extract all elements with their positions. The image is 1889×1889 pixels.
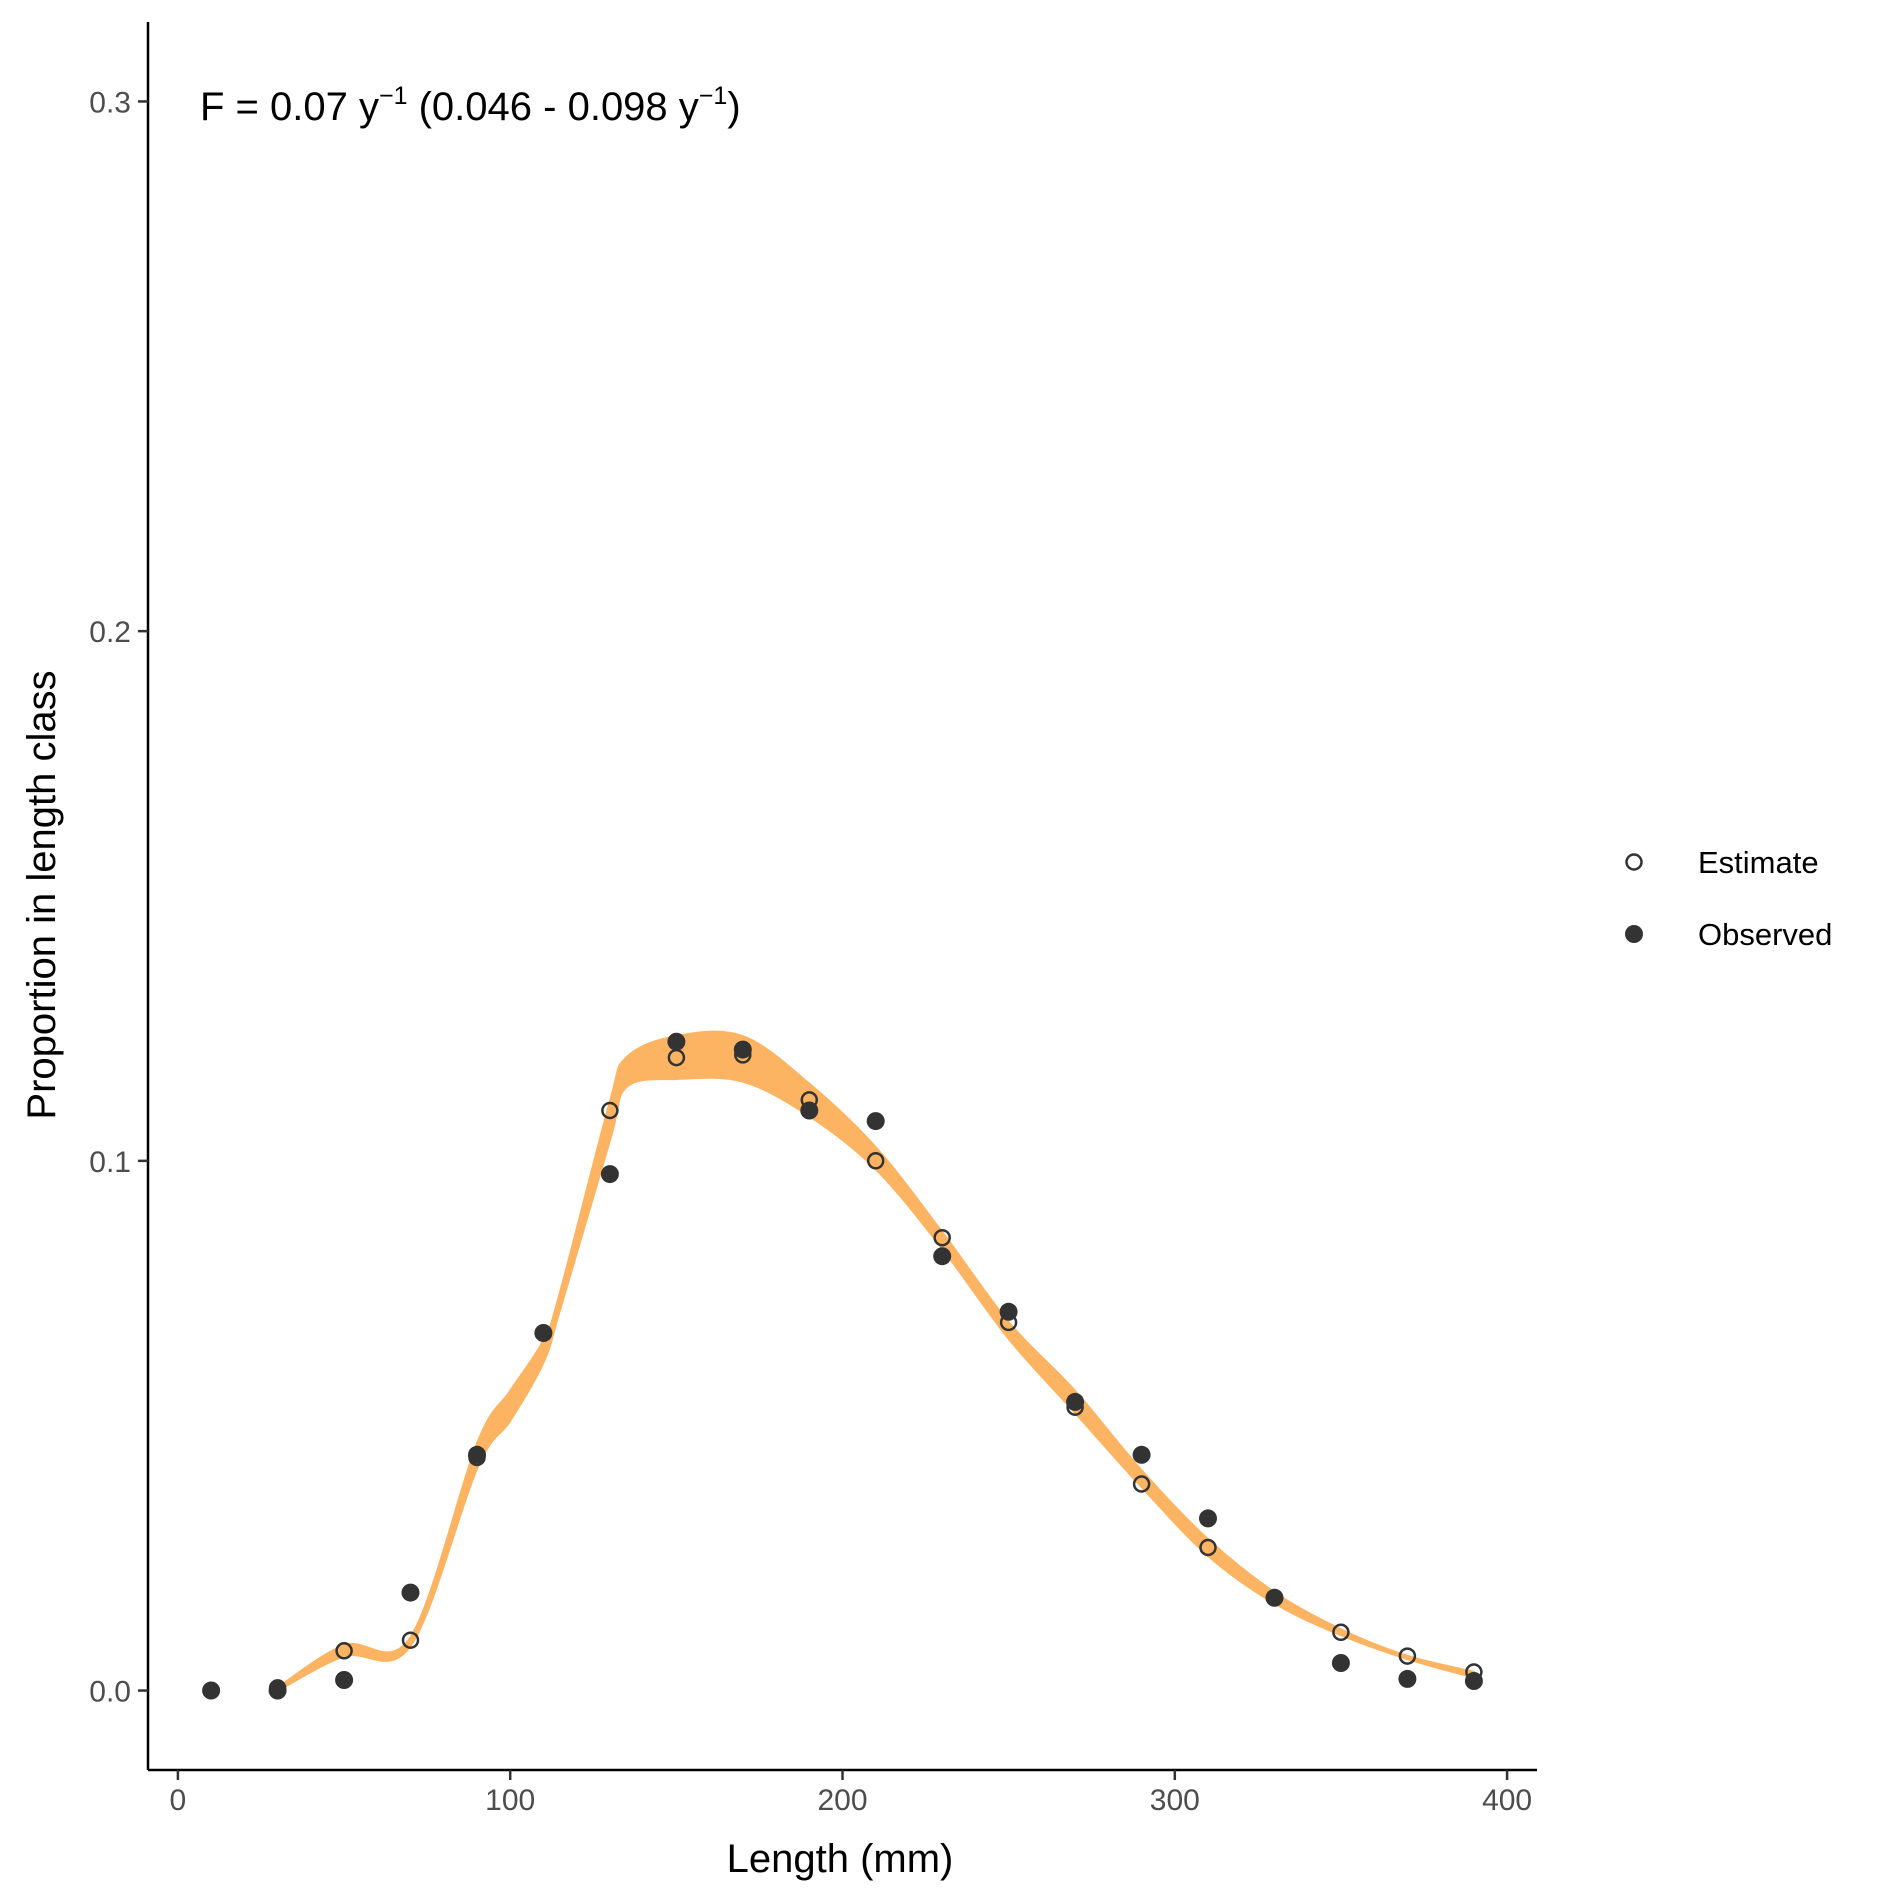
annotation-part: (0.046 - 0.098 y [408,85,699,129]
estimate-point [1066,1398,1084,1416]
observed-point [1066,1392,1085,1411]
estimate-point [1199,1538,1217,1557]
x-tick-label: 0 [170,1784,187,1817]
x-tick-label: 400 [1482,1784,1532,1817]
legend-label-estimate: Estimate [1698,845,1819,880]
estimate-point [667,1048,686,1067]
observed-point [401,1583,420,1602]
legend-label-observed: Observed [1698,917,1832,952]
annotation: F = 0.07 y−1 (0.046 - 0.098 y−1) [200,82,741,129]
y-tick-label: 0.0 [89,1676,131,1709]
annotation-superscript: −1 [699,82,728,110]
x-tick-label: 100 [485,1784,535,1817]
estimate-point [1465,1663,1483,1681]
estimate-point [933,1228,951,1247]
estimate-point [1132,1475,1151,1493]
estimate-point [1332,1623,1350,1642]
observed-point [866,1112,885,1131]
y-tick-label: 0.3 [89,87,131,120]
y-axis-title: Proportion in length class [20,670,64,1119]
annotation-superscript: −1 [379,82,408,110]
estimate-point [401,1631,420,1649]
confidence-band [276,1030,1476,1692]
y-tick-label: 0.2 [89,616,131,649]
axes: 0 100 200 300 400 0.0 0.1 0.2 0.3 [89,22,1537,1817]
observed-point [1199,1509,1217,1528]
plot-area [202,1030,1483,1700]
x-tick-label: 300 [1150,1784,1200,1817]
estimate-point [800,1091,819,1109]
legend: Estimate Observed [1625,845,1832,952]
estimate-point [999,1313,1018,1332]
observed-point [667,1032,686,1051]
estimate-point [601,1101,619,1120]
legend-key-observed [1625,925,1643,943]
legend-key-estimate [1625,853,1643,871]
y-tick-label: 0.1 [89,1146,131,1179]
estimate-point [734,1046,752,1064]
estimate-point [534,1324,553,1342]
estimate-point [1265,1589,1284,1607]
estimate-point [1398,1647,1417,1665]
observed-point [1331,1654,1350,1672]
observed-point [733,1040,752,1059]
estimate-point [335,1642,353,1660]
observed-point [1398,1669,1417,1688]
annotation-part: ) [727,85,740,129]
estimate-point [866,1152,885,1170]
x-tick-label: 200 [817,1784,867,1817]
observed-point [600,1165,619,1184]
estimate-point [268,1679,287,1697]
estimate-point [468,1448,486,1467]
observed-point [933,1247,952,1266]
x-axis-title: Length (mm) [727,1837,954,1881]
annotation-part: F = 0.07 y [200,85,379,129]
observed-point [1132,1445,1151,1464]
observed-point [202,1681,221,1700]
observed-point [335,1671,354,1689]
